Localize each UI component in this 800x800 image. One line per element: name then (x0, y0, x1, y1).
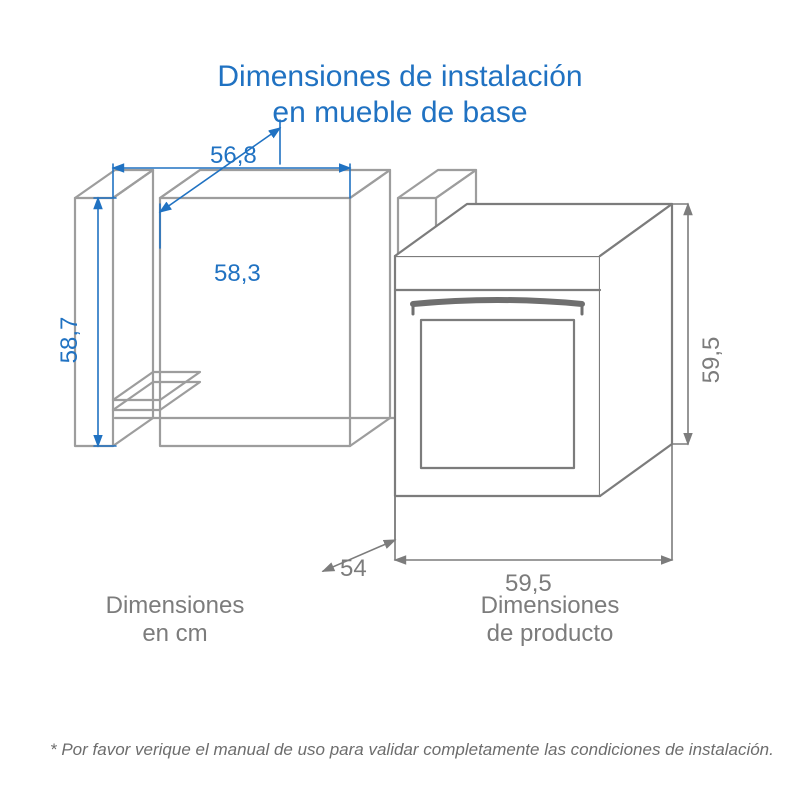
caption-right: Dimensiones de producto (450, 592, 650, 647)
dim-depth-54: 54 (340, 555, 367, 583)
title-line-2: en mueble de base (0, 96, 800, 130)
dim-height-595: 59,5 (698, 337, 726, 384)
caption-left-line2: en cm (142, 620, 207, 647)
oven-group (395, 204, 672, 496)
dim-depth-583: 58,3 (214, 260, 261, 288)
dim-width-568: 56,8 (210, 142, 257, 170)
caption-left: Dimensiones en cm (95, 592, 255, 647)
dim-height-587: 58,7 (56, 317, 84, 364)
caption-right-line2: de producto (487, 620, 614, 647)
caption-left-line1: Dimensiones (106, 592, 245, 619)
diagram-stage: Dimensiones de instalación en mueble de … (0, 0, 800, 800)
title-line-1: Dimensiones de instalación (0, 60, 800, 94)
caption-right-line1: Dimensiones (481, 592, 620, 619)
footnote: * Por favor verique el manual de uso par… (50, 740, 774, 760)
